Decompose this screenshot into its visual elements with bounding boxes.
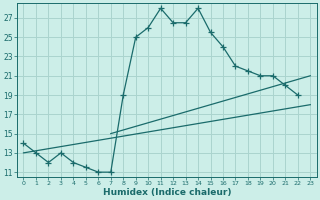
X-axis label: Humidex (Indice chaleur): Humidex (Indice chaleur) <box>103 188 231 197</box>
